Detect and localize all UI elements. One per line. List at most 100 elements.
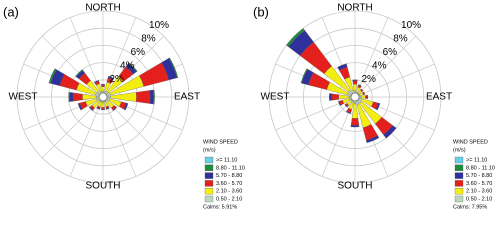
wind-segment (350, 118, 360, 126)
r-tick-label: 2% (361, 74, 376, 85)
wind-segment (77, 102, 83, 111)
chart: (a) 2% 4% 6% 8% 10% NORTH EAST SOUTH WEST WIND SPE… (3, 3, 495, 211)
legend-label: 0.50 - 2.10 (216, 196, 242, 202)
legend-title: WIND SPEED (203, 139, 238, 145)
wind-segment (136, 90, 151, 104)
wind-segment (351, 103, 359, 119)
wind-segment (353, 83, 357, 92)
legend-label: 0.50 - 2.10 (466, 196, 492, 202)
panel-label: (b) (253, 4, 269, 19)
legend-title: WIND SPEED (453, 139, 488, 145)
direction-label: WEST (261, 92, 290, 103)
legend-label: 5.70 - 8.80 (216, 173, 242, 179)
wind-segment (359, 88, 364, 93)
r-tick-label: 6% (383, 47, 398, 58)
legend-swatch (204, 156, 214, 164)
wind-segment (75, 69, 84, 78)
calms-label: Calms: 7.95% (453, 204, 487, 210)
wind-segment (101, 107, 105, 110)
wind-segment (101, 108, 105, 111)
legend-swatch (204, 180, 214, 187)
wind-segment (344, 104, 348, 108)
legend-title: (m/s) (453, 147, 466, 153)
wind-segment (96, 107, 101, 110)
wind-segment (105, 107, 110, 110)
wind-segment (89, 106, 94, 111)
wind-segment (153, 89, 155, 105)
calms-label: Calms: 5.91% (203, 204, 237, 210)
wind-segment (82, 93, 97, 101)
spoke (69, 96, 104, 177)
spoke (354, 17, 389, 98)
wind-segment (101, 84, 105, 87)
wind-segment (366, 95, 369, 99)
legend-label: 2.10 - 3.60 (216, 189, 242, 195)
legend-label: 8.80 - 11.10 (216, 165, 245, 171)
direction-label: EAST (426, 92, 452, 103)
legend-label: >= 11.10 (216, 157, 237, 163)
legend-swatch (454, 195, 464, 203)
wind-segment (357, 84, 362, 87)
legend-title: (m/s) (203, 147, 216, 153)
spoke (354, 35, 417, 98)
legend-swatch (454, 188, 464, 195)
wind-segment (286, 28, 306, 48)
wind-segment (123, 102, 129, 111)
legend-swatch (454, 164, 464, 171)
wind-segment (300, 68, 308, 84)
r-tick-label: 4% (120, 61, 135, 72)
wind-segment (68, 92, 70, 102)
r-tick-label: 10% (401, 20, 421, 31)
r-tick-label: 6% (131, 47, 146, 58)
direction-label: SOUTH (338, 181, 373, 192)
wind-segment (101, 86, 105, 93)
legend-swatch (204, 188, 214, 195)
wind-segment (338, 94, 350, 100)
calm-hub (350, 92, 360, 102)
wind-segment (366, 135, 380, 143)
wind-segment (128, 62, 138, 72)
wind-segment (362, 91, 366, 96)
wind-segment (69, 92, 74, 102)
wind-segment (365, 95, 368, 99)
wind-segment (352, 80, 358, 85)
wind-segment (352, 79, 358, 81)
wind-segment (375, 102, 381, 111)
legend-swatch (454, 156, 464, 164)
direction-label: WEST (9, 92, 38, 103)
legend-swatch (204, 172, 214, 179)
wind-segment (331, 93, 339, 101)
wind-segment (94, 80, 100, 84)
wind-segment (337, 63, 348, 71)
wind-segment (329, 93, 333, 101)
r-tick-label: 4% (372, 61, 387, 72)
direction-label: NORTH (85, 3, 120, 14)
wind-segment (107, 76, 115, 81)
calm-hub (98, 92, 108, 102)
legend-label: 3.60 - 5.70 (216, 181, 242, 187)
wind-segment (360, 95, 366, 99)
legend-label: 2.10 - 3.60 (466, 189, 492, 195)
wind-segment (383, 125, 397, 139)
legend-swatch (204, 164, 214, 171)
wind-segment (149, 89, 154, 105)
wind-segment (112, 106, 117, 111)
panel-label: (a) (3, 4, 19, 19)
wind-segment (168, 57, 179, 79)
direction-label: SOUTH (86, 181, 121, 192)
legend-swatch (454, 172, 464, 179)
r-tick-label: 10% (149, 20, 169, 31)
wind-segment (338, 100, 342, 106)
wind-segment (346, 110, 352, 114)
legend-label: 8.80 - 11.10 (466, 165, 495, 171)
direction-label: EAST (174, 92, 200, 103)
r-tick-label: 2% (109, 74, 124, 85)
direction-label: NORTH (337, 3, 372, 14)
wind-segment (350, 124, 360, 128)
spoke (293, 96, 356, 159)
spoke (102, 96, 137, 177)
wind-segment (72, 92, 83, 102)
legend-swatch (204, 195, 214, 203)
legend-label: 3.60 - 5.70 (466, 181, 492, 187)
legend-label: 5.70 - 8.80 (466, 173, 492, 179)
